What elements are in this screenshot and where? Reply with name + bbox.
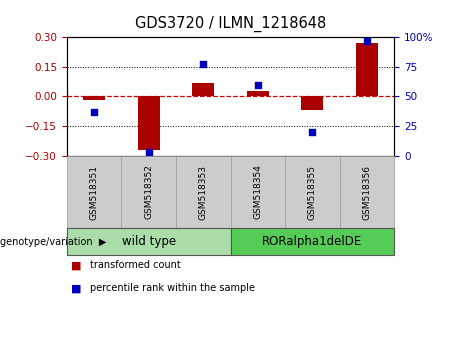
Text: GSM518354: GSM518354 bbox=[253, 165, 262, 219]
Point bbox=[200, 62, 207, 67]
Point bbox=[363, 38, 371, 44]
Bar bbox=[83, 97, 105, 101]
Bar bbox=[356, 43, 378, 97]
Text: transformed count: transformed count bbox=[90, 260, 181, 270]
Text: percentile rank within the sample: percentile rank within the sample bbox=[90, 283, 255, 293]
Bar bbox=[247, 91, 269, 97]
Text: genotype/variation  ▶: genotype/variation ▶ bbox=[0, 236, 106, 247]
Point bbox=[308, 129, 316, 135]
Text: GSM518355: GSM518355 bbox=[308, 165, 317, 219]
Text: ■: ■ bbox=[71, 260, 82, 270]
Text: GSM518353: GSM518353 bbox=[199, 165, 208, 219]
Bar bbox=[138, 97, 160, 150]
Point bbox=[254, 82, 261, 87]
Point bbox=[145, 149, 152, 155]
Text: GSM518356: GSM518356 bbox=[362, 165, 372, 219]
Text: GSM518351: GSM518351 bbox=[89, 165, 99, 219]
Text: GSM518352: GSM518352 bbox=[144, 165, 153, 219]
Text: ■: ■ bbox=[71, 283, 82, 293]
Text: GDS3720 / ILMN_1218648: GDS3720 / ILMN_1218648 bbox=[135, 16, 326, 32]
Bar bbox=[301, 97, 323, 110]
Point bbox=[90, 109, 98, 115]
Text: wild type: wild type bbox=[122, 235, 176, 248]
Text: RORalpha1delDE: RORalpha1delDE bbox=[262, 235, 362, 248]
Bar bbox=[192, 82, 214, 97]
